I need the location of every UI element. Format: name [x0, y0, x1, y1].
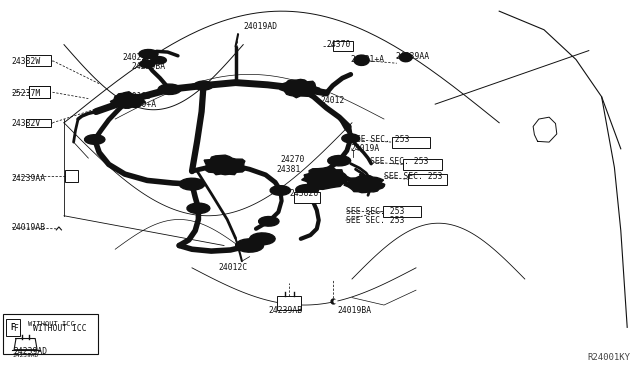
Text: WITHOUT ICC: WITHOUT ICC: [28, 321, 75, 327]
Text: F: F: [10, 323, 15, 332]
Text: 24239AA: 24239AA: [12, 174, 45, 183]
Text: 24239AA: 24239AA: [396, 52, 429, 61]
Polygon shape: [259, 217, 279, 226]
Polygon shape: [84, 135, 105, 144]
Bar: [26, 55, 51, 66]
Text: F: F: [13, 324, 18, 333]
Text: 24019D: 24019D: [123, 92, 152, 101]
Bar: [403, 159, 442, 170]
Polygon shape: [354, 55, 369, 65]
Bar: [333, 41, 353, 51]
Polygon shape: [111, 92, 145, 108]
Text: 24239AD: 24239AD: [13, 347, 48, 356]
Bar: [383, 206, 421, 217]
Text: 24239AD: 24239AD: [12, 353, 39, 357]
Polygon shape: [270, 186, 291, 195]
Polygon shape: [236, 239, 264, 252]
Text: 24012: 24012: [320, 96, 344, 105]
Text: 24270: 24270: [280, 155, 305, 164]
Bar: [26, 119, 51, 127]
Bar: [392, 137, 430, 148]
Polygon shape: [328, 155, 351, 166]
Text: 24012C: 24012C: [219, 263, 248, 272]
Text: WITHOUT ICC: WITHOUT ICC: [33, 324, 87, 333]
Text: 24080+A: 24080+A: [123, 100, 157, 109]
Text: SEE SEC. 253: SEE SEC. 253: [346, 207, 404, 216]
Polygon shape: [399, 53, 412, 62]
Polygon shape: [187, 203, 210, 214]
Polygon shape: [194, 81, 213, 90]
Polygon shape: [296, 185, 319, 195]
Text: 24382U: 24382U: [289, 189, 319, 198]
Bar: [29, 86, 50, 98]
Bar: [408, 174, 447, 185]
Polygon shape: [139, 49, 158, 58]
Text: 24019AD: 24019AD: [243, 22, 277, 31]
Polygon shape: [204, 155, 245, 175]
Text: SEE SEC. 253: SEE SEC. 253: [351, 135, 409, 144]
Polygon shape: [179, 178, 205, 190]
Polygon shape: [344, 176, 385, 193]
Text: 24239AB: 24239AB: [269, 306, 303, 315]
Bar: [29, 86, 50, 98]
Text: 24381+A: 24381+A: [351, 55, 385, 64]
Bar: [29, 86, 50, 98]
Text: 24019BA: 24019BA: [338, 306, 372, 315]
Polygon shape: [151, 57, 166, 64]
Bar: [277, 296, 301, 310]
Text: 24382V: 24382V: [12, 119, 41, 128]
Text: 24381: 24381: [276, 165, 301, 174]
Polygon shape: [158, 84, 181, 94]
Polygon shape: [250, 233, 275, 245]
Polygon shape: [280, 79, 320, 98]
Polygon shape: [140, 60, 155, 68]
Text: 24019A: 24019A: [351, 144, 380, 153]
Text: 24382W: 24382W: [12, 57, 41, 66]
Bar: [294, 192, 320, 203]
Text: 25237M: 25237M: [12, 89, 41, 97]
Text: SEE SEC. 253: SEE SEC. 253: [370, 157, 428, 166]
Text: 24019AB: 24019AB: [12, 223, 45, 232]
Text: SEE SEC. 253: SEE SEC. 253: [384, 172, 442, 181]
Polygon shape: [342, 134, 360, 143]
Bar: [65, 170, 78, 182]
Text: 24029AC: 24029AC: [123, 53, 157, 62]
Text: SEE SEC. 253: SEE SEC. 253: [346, 216, 404, 225]
Bar: [3, 314, 98, 354]
Text: R24001KY: R24001KY: [588, 353, 630, 362]
Polygon shape: [301, 167, 351, 189]
Bar: [6, 319, 20, 336]
Text: 24370: 24370: [326, 40, 351, 49]
Text: 24239BA: 24239BA: [131, 62, 165, 71]
